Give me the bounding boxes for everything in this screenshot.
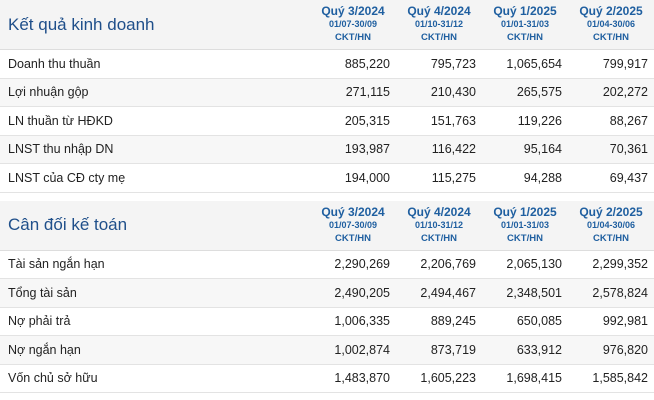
period-dates: 01/01-31/03 [500,219,550,230]
period-quarter: Quý 1/2025 [493,4,557,18]
table-cell: 650,085 [516,314,562,329]
period-quarter: Quý 3/2024 [321,204,385,219]
table-row: Nợ phải trả 1,006,335 889,245 650,085 99… [0,308,654,336]
row-label: Doanh thu thuần [8,56,101,71]
table-row: LNST của CĐ cty mẹ 194,000 115,275 94,28… [0,164,654,193]
period-dates: 01/10-31/12 [414,219,464,230]
row-label: Tổng tài sản [8,285,77,300]
section-divider [0,192,654,201]
period-quarter: Quý 1/2025 [493,204,557,219]
table-row: Tài sản ngắn hạn 2,290,269 2,206,769 2,0… [0,251,654,279]
table-cell: 202,272 [602,85,648,100]
period-unit: CKT/HN [421,32,457,43]
table-cell: 95,164 [523,142,562,157]
period-dates: 01/10-31/12 [414,19,464,29]
table-row: Vốn chủ sở hữu 1,483,870 1,605,223 1,698… [0,365,654,393]
income-period-header[interactable]: Quý 3/2024 01/07-30/09 CKT/HN [310,5,396,44]
row-label: Nợ phải trả [8,314,71,329]
table-cell: 976,820 [602,342,648,357]
table-cell: 151,763 [430,113,476,128]
period-quarter: Quý 3/2024 [321,4,385,18]
table-cell: 889,245 [430,314,476,329]
table-row: Doanh thu thuần 885,220 795,723 1,065,65… [0,50,654,79]
row-label: Vốn chủ sở hữu [8,371,98,386]
income-header-row: Kết quả kinh doanh Quý 3/2024 01/07-30/0… [0,0,654,50]
table-cell: 799,917 [602,56,648,71]
period-unit: CKT/HN [507,232,543,244]
table-cell: 69,437 [609,170,648,185]
balance-header-row: Cân đối kế toán Quý 3/2024 01/07-30/09 C… [0,200,654,251]
period-unit: CKT/HN [335,232,371,244]
table-row: Nợ ngắn hạn 1,002,874 873,719 633,912 97… [0,336,654,365]
table-cell: 265,575 [516,85,562,100]
table-cell: 210,430 [430,85,476,100]
balance-sheet-section: Cân đối kế toán Quý 3/2024 01/07-30/09 C… [0,200,654,393]
table-cell: 205,315 [344,113,390,128]
table-cell: 1,605,223 [420,371,476,386]
row-label: LN thuần từ HĐKD [8,113,113,128]
row-label: Tài sản ngắn hạn [8,257,105,272]
table-cell: 70,361 [609,142,648,157]
table-cell: 992,981 [602,314,648,329]
balance-period-header[interactable]: Quý 4/2024 01/10-31/12 CKT/HN [396,204,482,245]
table-cell: 271,115 [345,85,390,100]
table-cell: 633,912 [516,342,562,357]
income-section-title: Kết quả kinh doanh [8,14,155,34]
table-cell: 2,206,769 [420,257,476,272]
income-statement-section: Kết quả kinh doanh Quý 3/2024 01/07-30/0… [0,0,654,193]
table-cell: 116,422 [431,142,476,157]
income-period-header[interactable]: Quý 4/2024 01/10-31/12 CKT/HN [396,5,482,44]
table-cell: 2,290,269 [334,257,390,272]
table-cell: 1,065,654 [506,56,562,71]
period-unit: CKT/HN [335,32,371,43]
table-cell: 1,006,335 [334,314,390,329]
period-quarter: Quý 4/2024 [407,204,471,219]
table-cell: 2,299,352 [592,257,648,272]
period-dates: 01/07-30/09 [328,19,378,29]
table-cell: 2,348,501 [506,285,562,300]
table-cell: 194,000 [344,170,390,185]
table-cell: 88,267 [609,113,648,128]
table-cell: 2,494,467 [420,285,476,300]
table-cell: 1,483,870 [334,371,390,386]
table-cell: 1,698,415 [506,371,562,386]
income-period-header[interactable]: Quý 2/2025 01/04-30/06 CKT/HN [568,5,654,44]
period-quarter: Quý 2/2025 [579,204,643,219]
table-row: LNST thu nhập DN 193,987 116,422 95,164 … [0,135,654,164]
table-cell: 1,002,874 [334,342,390,357]
balance-section-title: Cân đối kế toán [8,215,128,234]
table-cell: 2,490,205 [334,285,390,300]
table-cell: 795,723 [430,56,476,71]
period-dates: 01/04-30/06 [586,19,636,29]
table-cell: 115,275 [431,170,476,185]
table-cell: 119,226 [517,113,562,128]
table-cell: 1,585,842 [592,371,648,386]
period-dates: 01/04-30/06 [586,219,636,230]
period-dates: 01/07-30/09 [328,219,378,230]
row-label: LNST thu nhập DN [8,142,114,157]
balance-period-header[interactable]: Quý 3/2024 01/07-30/09 CKT/HN [310,204,396,245]
table-cell: 885,220 [344,56,390,71]
period-dates: 01/01-31/03 [500,19,550,29]
row-label: LNST của CĐ cty mẹ [8,170,126,185]
period-unit: CKT/HN [421,232,457,244]
table-cell: 193,987 [344,142,390,157]
table-row: Lợi nhuận gộp 271,115 210,430 265,575 20… [0,78,654,107]
income-period-header[interactable]: Quý 1/2025 01/01-31/03 CKT/HN [482,5,568,44]
table-cell: 873,719 [430,342,476,357]
balance-period-header[interactable]: Quý 1/2025 01/01-31/03 CKT/HN [482,204,568,245]
table-cell: 2,065,130 [506,257,562,272]
period-unit: CKT/HN [507,32,543,43]
period-quarter: Quý 4/2024 [407,4,471,18]
table-cell: 94,288 [523,170,562,185]
table-row: Tổng tài sản 2,490,205 2,494,467 2,348,5… [0,279,654,308]
period-unit: CKT/HN [593,32,629,43]
period-unit: CKT/HN [593,232,629,244]
row-label: Nợ ngắn hạn [8,342,81,357]
balance-period-header[interactable]: Quý 2/2025 01/04-30/06 CKT/HN [568,204,654,245]
row-label: Lợi nhuận gộp [8,85,89,100]
table-row: LN thuần từ HĐKD 205,315 151,763 119,226… [0,107,654,136]
period-quarter: Quý 2/2025 [579,4,643,18]
table-cell: 2,578,824 [592,285,648,300]
